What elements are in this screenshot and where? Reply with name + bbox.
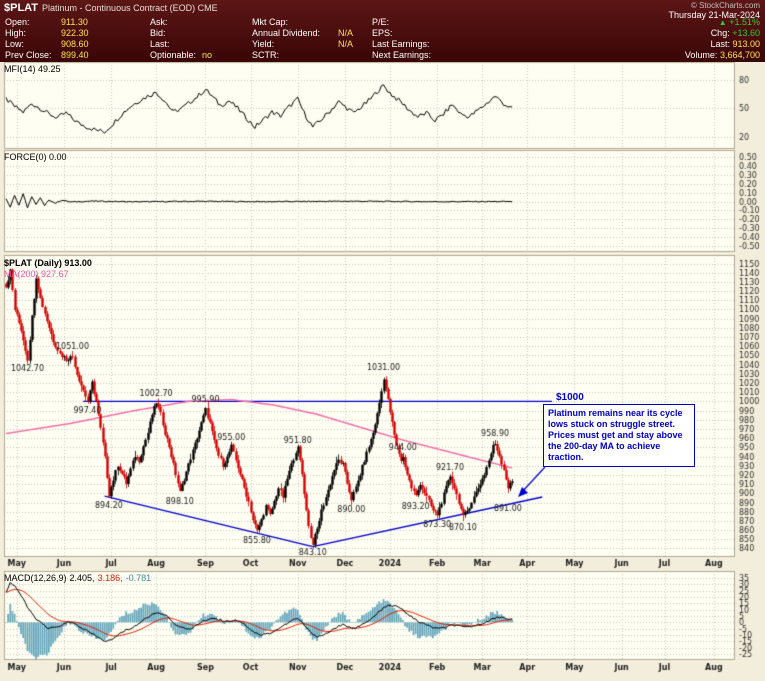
price-panel-label: $PLAT (Daily) 913.00	[4, 258, 92, 268]
prev-close-label: Prev Close:	[5, 50, 52, 60]
change-value: +13.60	[732, 28, 760, 38]
change-label: Chg:	[710, 28, 730, 38]
optionable-value: no	[202, 50, 213, 60]
ma200-legend-label: MA(200) 927.67	[4, 269, 69, 279]
annotation-note: Platinum remains near its cycle lows stu…	[543, 404, 695, 467]
high-label: High:	[5, 28, 27, 38]
force-panel-label: FORCE(0) 0.00	[4, 152, 67, 162]
chart-date: Thursday 21-Mar-2024	[668, 10, 760, 20]
quote-col-1: Open: 911.30 High: 922.30 Low: 908.60 Prev …	[5, 17, 89, 61]
thousand-level-label: $1000	[556, 392, 584, 403]
mkt-cap-label: Mkt Cap:	[252, 17, 289, 27]
last-price-label: Last:	[710, 39, 730, 49]
macd-signal-value: 3.186,	[97, 573, 123, 583]
annual-dividend-value: N/A	[338, 28, 354, 38]
yield-value: N/A	[338, 39, 354, 49]
quote-header: $PLAT Platinum - Continuous Contract (EOD…	[0, 0, 765, 62]
volume-label: Volume:	[684, 50, 718, 60]
eps-label: EPS:	[372, 28, 393, 38]
bid-label: Bid:	[150, 28, 166, 38]
up-arrow-icon: ▲	[718, 18, 727, 27]
pct-change-value: +1.51%	[729, 17, 760, 27]
macd-value: 2.405,	[69, 573, 95, 583]
last-label: Last:	[150, 39, 170, 49]
optionable-label: Optionable:	[150, 50, 197, 60]
quote-col-5: ▲ +1.51% Chg: +13.60 Last: 913.00 Volume…	[685, 17, 760, 61]
quote-col-4: P/E: EPS: Last Earnings: Next Earnings:	[372, 17, 450, 61]
sctr-label: SCTR:	[252, 50, 279, 60]
pe-label: P/E:	[372, 17, 390, 27]
open-label: Open:	[5, 17, 30, 27]
last-earnings-label: Last Earnings:	[372, 39, 430, 49]
macd-panel-label: MACD(12,26,9) 2.405, 3.186, -0.781	[4, 573, 151, 583]
low-value: 908.60	[61, 39, 89, 49]
quote-col-3: Mkt Cap: Annual Dividend: N/A Yield: N/A S…	[252, 17, 353, 61]
mfi-panel-label: MFI(14) 49.25	[4, 64, 61, 74]
high-value: 922.30	[61, 28, 89, 38]
yield-label: Yield:	[252, 39, 275, 49]
volume-value: 3,664,700	[719, 50, 760, 60]
last-price-value: 913.00	[732, 39, 760, 49]
low-label: Low:	[5, 39, 25, 49]
symbol-title: $PLAT Platinum - Continuous Contract (EOD…	[4, 2, 218, 14]
symbol: $PLAT	[4, 2, 39, 14]
annual-dividend-label: Annual Dividend:	[252, 28, 321, 38]
macd-name: MACD(12,26,9)	[4, 573, 67, 583]
open-value: 911.30	[61, 17, 88, 27]
ask-label: Ask:	[150, 17, 168, 27]
symbol-description: Platinum - Continuous Contract (EOD) CME	[42, 3, 218, 13]
quote-col-2: Ask: Bid: Last: Optionable: no	[150, 17, 212, 61]
macd-hist-value: -0.781	[125, 573, 152, 583]
next-earnings-label: Next Earnings:	[372, 50, 432, 60]
copyright: © StockCharts.com	[690, 1, 760, 10]
prev-close-value: 899.40	[61, 50, 89, 60]
